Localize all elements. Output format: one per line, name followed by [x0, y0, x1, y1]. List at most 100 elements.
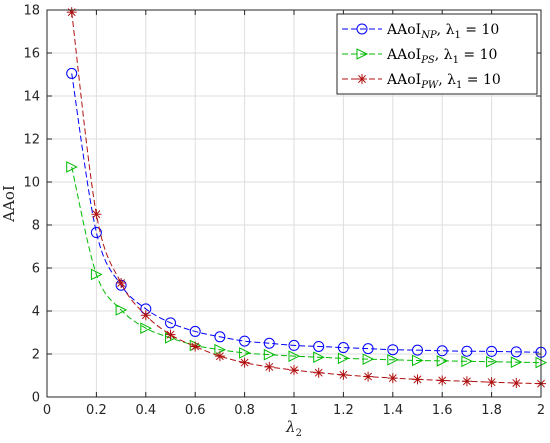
data-point [66, 67, 78, 79]
y-tick-label: 12 [23, 133, 40, 148]
series-np [66, 67, 547, 358]
series-ps [66, 161, 548, 369]
x-tick-label: 1 [290, 403, 298, 418]
data-point [263, 348, 276, 361]
legend-label-name: AAoI [386, 47, 421, 63]
x-tick-label: 0 [43, 403, 51, 418]
data-point [412, 374, 423, 385]
data-point [288, 339, 300, 351]
legend-label-name: AAoI [386, 22, 421, 38]
legend-label-suffix: , λ [438, 72, 456, 88]
x-tick-label: 0.8 [234, 403, 255, 418]
series-line [71, 73, 542, 353]
data-point [264, 361, 275, 372]
legend-label-tail: = 10 [462, 72, 500, 88]
data-point [90, 227, 102, 239]
x-tick-label: 1.2 [333, 403, 354, 418]
legend-label-suffix-sub: 1 [454, 30, 460, 41]
data-point [387, 373, 398, 384]
y-tick-label: 4 [32, 305, 40, 320]
data-point [115, 304, 128, 316]
legend-item: AAoIPS, λ1 = 10 [342, 47, 497, 66]
data-point [412, 344, 423, 356]
data-point [362, 343, 374, 355]
x-tick-label: 2 [537, 403, 545, 418]
legend-label-sub: PS [420, 55, 435, 66]
data-point [288, 350, 301, 362]
tick-layer: 0 0.2 0.4 0.6 0.8 1 1.2 1.4 1.6 1.8 2 0 2 4 6 8 10 12 14 16… [23, 4, 545, 419]
y-tick-label: 18 [23, 4, 40, 19]
data-point [66, 161, 78, 173]
legend-label-suffix: , λ [437, 22, 455, 38]
data-point [116, 278, 127, 289]
data-point [338, 369, 349, 380]
legend-label-name: AAoI [386, 72, 421, 88]
data-point [91, 209, 102, 220]
data-point [313, 340, 325, 352]
y-axis-label: AAoI [0, 185, 18, 223]
y-tick-label: 14 [23, 90, 40, 105]
x-tick-label: 0.6 [185, 403, 206, 418]
data-point [486, 355, 498, 368]
data-point [165, 317, 176, 329]
data-point [140, 322, 152, 335]
x-tick-label: 0.4 [135, 403, 156, 418]
data-point [66, 7, 77, 18]
data-point [337, 352, 350, 365]
data-point [461, 355, 474, 368]
x-axis-label: λ2 [285, 418, 302, 439]
data-point [486, 377, 497, 388]
data-point [437, 375, 448, 386]
data-point [189, 325, 201, 337]
legend-label-tail: = 10 [459, 47, 497, 63]
y-tick-label: 8 [32, 219, 40, 234]
data-point [90, 268, 103, 281]
legend-label-tail: = 10 [461, 22, 499, 38]
data-point [362, 353, 375, 365]
data-point [461, 376, 472, 387]
data-point [263, 337, 275, 349]
data-point [357, 74, 367, 84]
data-point [239, 347, 251, 359]
data-point [214, 331, 226, 343]
data-point [363, 371, 374, 382]
legend-item: AAoINP, λ1 = 10 [342, 22, 499, 41]
data-point [239, 335, 251, 347]
data-point [239, 357, 250, 368]
y-tick-label: 6 [32, 262, 40, 277]
y-tick-label: 2 [32, 348, 40, 363]
legend-label: AAoINP, λ1 = 10 [386, 22, 499, 41]
x-tick-label: 1.8 [481, 403, 502, 418]
data-point [190, 341, 201, 352]
legend-item: AAoIPW, λ1 = 10 [342, 72, 501, 91]
legend-label: AAoIPW, λ1 = 10 [386, 72, 501, 91]
legend-label-suffix-sub: 1 [453, 55, 459, 66]
legend-label: AAoIPS, λ1 = 10 [386, 47, 497, 66]
data-point [289, 365, 299, 376]
x-tick-label: 1.4 [382, 403, 403, 418]
legend-label-suffix: , λ [435, 47, 453, 63]
x-tick-label: 0.2 [86, 403, 107, 418]
x-axis-label-sub: 2 [296, 428, 302, 439]
series-layer [66, 7, 548, 389]
data-point [356, 48, 369, 60]
series-pw [66, 7, 546, 389]
data-point [356, 23, 368, 35]
data-point [412, 354, 424, 367]
data-point [387, 353, 399, 366]
x-tick-label: 1.6 [432, 403, 453, 418]
data-point [510, 346, 522, 358]
data-point [165, 329, 176, 340]
data-point [461, 345, 473, 357]
data-point [436, 345, 448, 357]
data-point [486, 345, 498, 357]
y-tick-label: 16 [23, 47, 40, 62]
legend-label-suffix-sub: 1 [456, 80, 462, 91]
series-line [71, 166, 542, 364]
data-point [511, 378, 522, 389]
data-point [436, 355, 449, 367]
legend-label-sub: PW [420, 80, 439, 91]
data-point [313, 351, 325, 364]
